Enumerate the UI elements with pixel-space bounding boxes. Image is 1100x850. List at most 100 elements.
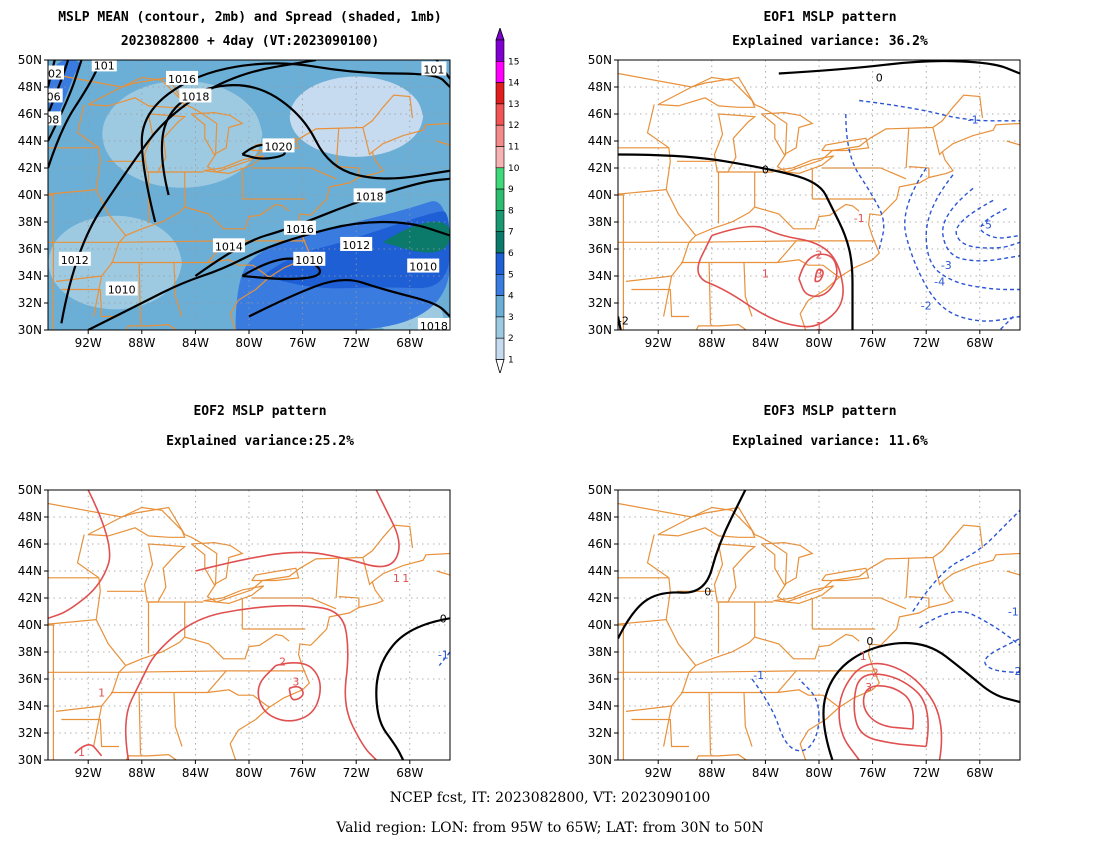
contour-label: 0 <box>762 163 769 176</box>
boundary-line <box>761 670 876 694</box>
colorbar-swatch <box>495 82 505 105</box>
contour-label-bg <box>48 65 64 80</box>
lat-label: 30N <box>18 753 42 767</box>
eof3-title-1: EOF3 MSLP pattern <box>763 404 897 419</box>
colorbar-label: 11 <box>508 143 519 153</box>
contour-label: 1006 <box>33 90 61 103</box>
colorbar-swatch <box>495 167 505 190</box>
colorbar-swatch <box>495 39 505 62</box>
lat-label: 40N <box>588 188 612 202</box>
colorbar-label: 2 <box>508 334 514 344</box>
boundary-line <box>138 692 142 755</box>
boundary-line <box>55 705 102 712</box>
contour-label: 1002 <box>34 68 62 81</box>
footer-valid-region: Valid region: LON: from 95W to 65W; LAT:… <box>336 820 764 836</box>
contour-label-bg <box>212 238 245 253</box>
contour-line <box>859 99 1020 122</box>
contour-label: -2 <box>921 300 932 313</box>
lon-label: 84W <box>182 336 209 350</box>
boundary-line <box>87 506 186 538</box>
boundary-line <box>335 557 340 599</box>
boundary-line <box>76 104 127 317</box>
lat-label: 48N <box>18 510 42 524</box>
lat-label: 38N <box>588 645 612 659</box>
eof3-map-panel: 0 0 -1 123 -2 -1 30N 32N 34N 36N 38N 40N 42N 44N 46N 48… <box>588 483 1021 780</box>
colorbar-swatch <box>495 231 505 254</box>
boundary-line <box>191 541 244 586</box>
lat-label: 44N <box>588 134 612 148</box>
lon-label: 88W <box>128 336 155 350</box>
boundary-line <box>821 597 907 610</box>
contour-label: -2 <box>618 315 629 328</box>
boundary-line <box>203 585 265 605</box>
contour-line <box>955 199 1020 249</box>
colorbar-swatch <box>495 295 505 318</box>
contour-line <box>845 113 885 250</box>
contour-line <box>257 662 322 722</box>
contour-line <box>999 316 1014 330</box>
boundary-line <box>708 692 712 755</box>
contour-line <box>925 174 1020 291</box>
eof1-title-1: EOF1 MSLP pattern <box>763 10 897 25</box>
contour-line <box>195 490 400 572</box>
lon-label: 80W <box>235 336 262 350</box>
boundary-line <box>631 288 689 318</box>
boundary-line <box>48 502 414 603</box>
colorbar-swatch <box>495 316 505 339</box>
lon-label: 84W <box>752 336 779 350</box>
colorbar-label: 13 <box>508 100 519 110</box>
boundary-line <box>905 557 910 599</box>
boundary-line <box>125 203 290 237</box>
boundary-line <box>48 624 54 760</box>
boundary-line <box>777 689 840 708</box>
contour-line <box>48 60 83 142</box>
lat-label: 32N <box>588 726 612 740</box>
contour-line <box>241 257 322 281</box>
colorbar-label: 8 <box>508 206 514 216</box>
boundary-line <box>118 670 227 673</box>
colorbar-label: 12 <box>508 121 519 131</box>
contour-label: 1 <box>762 267 769 280</box>
lat-label: 34N <box>588 699 612 713</box>
lat-label: 34N <box>18 269 42 283</box>
colorbar-swatch <box>495 188 505 211</box>
lat-label: 30N <box>588 323 612 337</box>
lon-label: 92W <box>75 336 102 350</box>
contour-label: 1016 <box>286 223 314 236</box>
boundary-line <box>207 689 270 708</box>
boundary-line <box>362 127 373 156</box>
contour-label-bg <box>293 251 326 266</box>
boundary-line <box>618 189 667 195</box>
contour-label-bg <box>105 281 138 296</box>
lat-label: 34N <box>18 699 42 713</box>
contour-line <box>980 207 1020 239</box>
boundary-line <box>657 506 756 538</box>
contour-label: 1008 <box>31 113 59 126</box>
contour-label: 3 <box>292 676 299 689</box>
lon-label: 72W <box>913 336 940 350</box>
boundary-line <box>436 570 450 576</box>
lon-label: 92W <box>645 336 672 350</box>
boundary-line <box>335 127 340 169</box>
boundary-line <box>773 585 835 605</box>
boundary-line <box>932 557 943 586</box>
boundary-line <box>713 113 757 173</box>
colorbar-swatch <box>495 210 505 232</box>
contour-line <box>984 637 1020 673</box>
contour-line <box>862 685 915 730</box>
mean-map-content: 1016 1018 1020 1018 1016 1014 1012 1012 1010 1010… <box>31 60 450 333</box>
contour-label: 0 <box>704 585 711 598</box>
eof3-map-content: 0 0 -1 123 -2 -1 <box>618 490 1020 760</box>
lon-label: 72W <box>343 766 370 780</box>
boundary-line <box>143 113 187 173</box>
contour-label: 1018 <box>420 320 448 333</box>
lat-label: 30N <box>588 753 612 767</box>
boundary-line <box>125 633 290 667</box>
colorbar-swatch <box>495 252 505 275</box>
contour-label: 1010 <box>409 261 437 274</box>
contour-label: 1 <box>78 746 85 759</box>
spread-shade-lowest <box>289 76 424 157</box>
boundary-line <box>695 633 860 667</box>
boundary-line <box>203 155 265 175</box>
colorbar-swatch <box>495 274 505 296</box>
